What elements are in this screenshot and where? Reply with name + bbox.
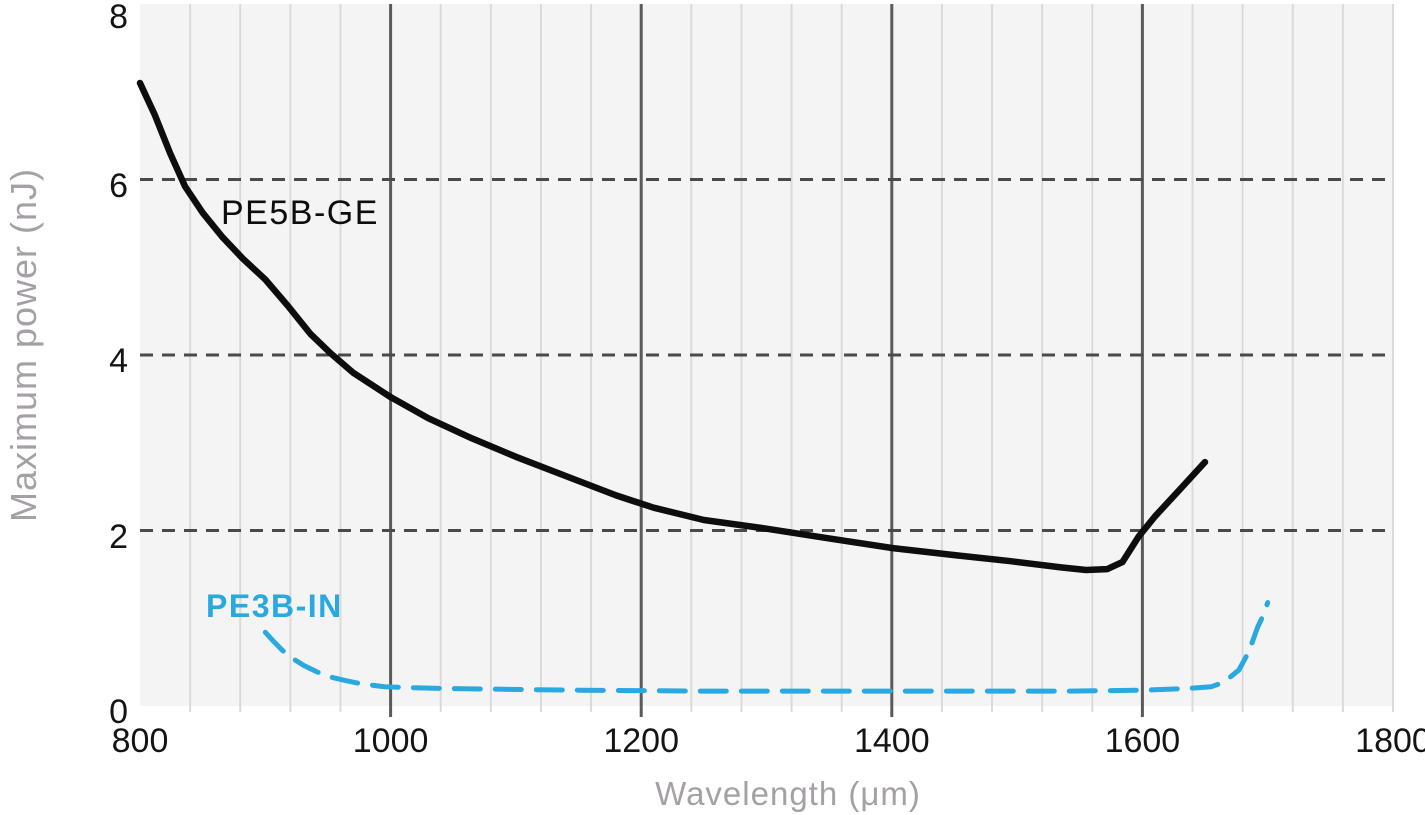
series-label-pe3b-in: PE3B-IN [206,588,343,624]
x-tick-label: 1200 [603,722,679,760]
y-tick-label: 6 [109,166,128,205]
series-line-pe5b-ge [136,79,1209,574]
x-tick-label: 1800 [1355,722,1425,760]
x-axis-title: Wavelength (μm) [655,775,921,812]
x-tick-label: 800 [111,722,169,760]
y-tick-label: 2 [109,517,128,556]
x-tick-label: 1600 [1104,722,1181,760]
x-tick-label: 1400 [853,722,930,760]
series-label-pe5b-ge: PE5B-GE [221,194,379,232]
y-tick-label: 4 [109,342,128,380]
series-line-pe3b-in [262,600,1271,694]
y-tick-label: 8 [109,0,128,36]
y-tick-label: 0 [109,693,128,731]
x-tick-label: 1000 [352,722,429,760]
